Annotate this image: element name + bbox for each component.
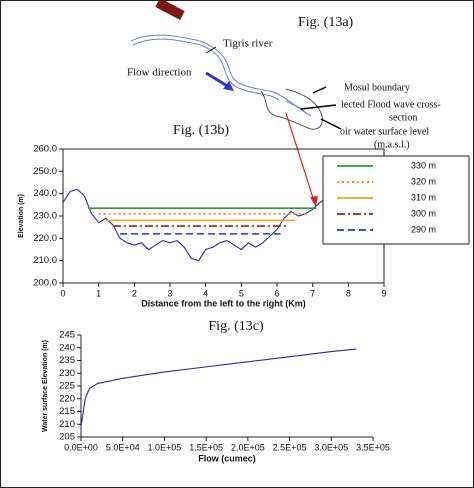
x-tick-label: 3.0E+05: [314, 442, 348, 452]
chart-title: Fig. (13b): [173, 123, 229, 138]
y-tick-label: 260.0: [33, 144, 57, 155]
legend-box: [322, 155, 470, 245]
map-arrows: [205, 46, 342, 207]
y-axis-label: Water surface Elevation (m): [42, 340, 49, 432]
x-tick-label: 0.0E+00: [64, 442, 98, 452]
y-tick-label: 250.0: [33, 166, 57, 177]
y-tick-label: 205: [59, 432, 75, 443]
x-tick-label: 3.5E+05: [356, 442, 390, 452]
map-label: section: [389, 112, 417, 123]
x-tick-label: 2: [132, 288, 137, 298]
y-tick-label: 220: [59, 393, 75, 404]
map-label: lected Flood wave cross-: [341, 99, 441, 110]
legend-label: 300 m: [411, 208, 436, 218]
map: [130, 1, 323, 130]
y-tick-label: 245: [59, 330, 75, 341]
series-line: [80, 348, 357, 427]
x-tick-label: 4: [203, 288, 208, 298]
legend-label: 310 m: [411, 192, 436, 202]
y-tick-label: 240: [59, 342, 75, 353]
x-tick-label: 1.5E+05: [189, 442, 223, 452]
figure-title: Fig. (13a): [298, 15, 354, 30]
map-label: Mosul boundary: [344, 82, 410, 93]
x-axis-label: Flow (cumec): [198, 453, 256, 463]
y-tick-label: 215: [59, 406, 75, 417]
y-axis-label: Elevation (m): [18, 194, 25, 238]
legend-label: 320 m: [411, 176, 436, 186]
x-tick-label: 2.5E+05: [273, 442, 307, 452]
x-tick-label: 7: [310, 288, 315, 298]
y-tick-label: 210: [59, 419, 75, 430]
y-tick-label: 225: [59, 381, 75, 392]
x-tick-label: 2.0E+05: [231, 442, 265, 452]
x-tick-label: 9: [381, 288, 386, 298]
y-tick-label: 210.0: [33, 255, 57, 266]
x-tick-label: 3: [167, 288, 172, 298]
x-tick-label: 5.0E+04: [106, 442, 140, 452]
y-tick-label: 240.0: [33, 188, 57, 199]
map-label: Flow direction: [127, 67, 192, 79]
legend-label: 290 m: [411, 224, 436, 234]
chart-title: Fig. (13c): [208, 319, 264, 334]
y-tick-label: 200.0: [33, 278, 57, 289]
x-tick-label: 5: [239, 288, 244, 298]
series-line: [62, 155, 364, 262]
map-label: (m.a.s.l.): [374, 139, 410, 150]
map-label: oir water surface level: [340, 126, 429, 137]
x-tick-label: 8: [346, 288, 351, 298]
legend-label: 330 m: [411, 160, 436, 170]
x-tick-label: 6: [274, 288, 279, 298]
map-label: Tigris river: [223, 38, 273, 50]
x-tick-label: 1.0E+05: [148, 442, 182, 452]
x-axis-label: Distance from the left to the right (Km): [141, 298, 306, 308]
y-tick-label: 235: [59, 355, 75, 366]
y-tick-label: 230: [59, 368, 75, 379]
y-tick-label: 230.0: [33, 211, 57, 222]
y-tick-label: 220.0: [33, 233, 57, 244]
x-tick-label: 0: [60, 288, 65, 298]
x-tick-label: 1: [96, 288, 101, 298]
